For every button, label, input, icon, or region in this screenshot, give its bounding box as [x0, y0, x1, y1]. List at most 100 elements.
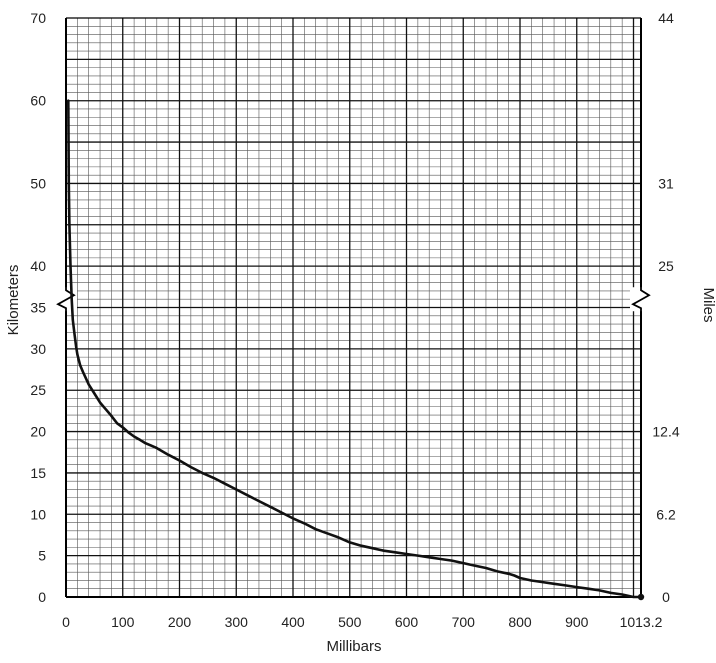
- series-point: [133, 435, 135, 438]
- y2-tick-label: 0: [662, 589, 670, 605]
- series-point: [93, 392, 96, 395]
- sea-level-marker: [637, 593, 645, 601]
- y-tick-label: 70: [30, 10, 46, 26]
- series-point: [610, 592, 612, 594]
- y-tick-label: 15: [30, 465, 46, 481]
- y-tick-label: 35: [30, 300, 46, 316]
- y-tick-label: 50: [30, 175, 46, 191]
- y2-tick-label: 12.4: [652, 424, 679, 440]
- series-point: [587, 587, 589, 590]
- series-point: [121, 426, 124, 429]
- series-point: [178, 459, 181, 462]
- series-point: [144, 442, 147, 444]
- x-tick-label: 500: [338, 614, 362, 630]
- series-point: [519, 577, 521, 579]
- y-tick-label: 0: [38, 589, 46, 605]
- series-point: [394, 551, 396, 554]
- series-point: [79, 364, 81, 367]
- series-point: [348, 541, 351, 544]
- y2-tick-label: 44: [658, 10, 674, 26]
- series-point: [564, 584, 567, 587]
- series-point: [68, 223, 71, 226]
- x-tick-labels: 0 100 200 300 400 500 600 700 800 900 1013.2: [62, 614, 663, 630]
- x-tick-label: 400: [281, 614, 305, 630]
- series-point: [513, 574, 516, 577]
- x-axis-title: Millibars: [326, 638, 381, 655]
- y2-tick-labels: 0 6.2 12.4 25 31 44: [652, 10, 679, 605]
- y-tick-label: 5: [38, 548, 46, 564]
- x-tick-label: 700: [452, 614, 476, 630]
- series-point: [224, 482, 226, 485]
- series-point: [530, 579, 533, 582]
- series-line-0: [67, 99, 643, 599]
- series-point: [575, 586, 578, 588]
- series-point: [280, 511, 283, 514]
- series-point: [473, 564, 476, 567]
- y-axis-title: Kilometers: [5, 265, 22, 336]
- series-point: [553, 582, 555, 585]
- series-point: [314, 528, 317, 530]
- series-point: [428, 556, 431, 559]
- series-point: [507, 573, 510, 575]
- series-point: [269, 506, 272, 508]
- series-point: [116, 422, 118, 425]
- x-tick-label: 1013.2: [620, 614, 663, 630]
- series-point: [360, 544, 362, 547]
- series-point: [68, 182, 70, 185]
- y-tick-labels: 0 5 10 15 20 25 30 35 40 50 60 70: [30, 10, 46, 605]
- series-point: [72, 319, 74, 321]
- major-grid: [66, 18, 641, 597]
- series-point: [337, 536, 340, 539]
- y-tick-label: 40: [30, 258, 46, 274]
- series-point: [383, 549, 385, 552]
- series-point: [201, 472, 204, 474]
- series-point: [76, 353, 79, 356]
- series-point: [439, 558, 442, 560]
- series-point: [82, 371, 84, 373]
- series-point: [190, 466, 192, 468]
- y-tick-label: 20: [30, 424, 46, 440]
- series-point: [371, 547, 374, 549]
- series-point: [87, 383, 90, 386]
- x-tick-label: 900: [565, 614, 589, 630]
- series-point: [150, 444, 152, 447]
- series-point: [156, 447, 158, 449]
- y2-axis-title: Miles: [700, 287, 716, 322]
- series-point: [541, 581, 544, 583]
- series-point: [127, 431, 130, 434]
- series-point: [303, 522, 306, 525]
- series-point: [75, 346, 78, 349]
- y2-tick-label: 25: [658, 258, 674, 274]
- series-point: [632, 596, 635, 598]
- right-axis-break: [631, 285, 651, 314]
- y-tick-label: 25: [30, 382, 46, 398]
- series-point: [70, 298, 73, 301]
- series-point: [99, 401, 101, 404]
- series-point: [451, 559, 453, 562]
- series-point: [110, 415, 113, 417]
- x-tick-label: 0: [62, 614, 70, 630]
- y-tick-label: 10: [30, 506, 46, 522]
- x-tick-label: 800: [508, 614, 532, 630]
- series-point: [167, 453, 169, 456]
- series-point: [212, 477, 215, 479]
- y2-tick-label: 31: [658, 175, 674, 191]
- left-axis-break: [56, 285, 76, 314]
- y-tick-label: 30: [30, 341, 46, 357]
- series-point: [621, 593, 623, 596]
- x-tick-label: 600: [395, 614, 419, 630]
- series-point: [485, 567, 487, 569]
- x-tick-label: 200: [168, 614, 192, 630]
- series-point: [292, 517, 294, 520]
- series-point: [598, 589, 601, 592]
- x-tick-label: 300: [225, 614, 249, 630]
- series-point: [104, 408, 107, 411]
- series-point: [405, 553, 408, 555]
- series-point: [246, 494, 249, 497]
- series-point: [417, 554, 419, 557]
- series-point: [235, 488, 238, 491]
- x-tick-label: 100: [111, 614, 135, 630]
- series-point: [69, 265, 72, 267]
- series-point: [67, 99, 70, 102]
